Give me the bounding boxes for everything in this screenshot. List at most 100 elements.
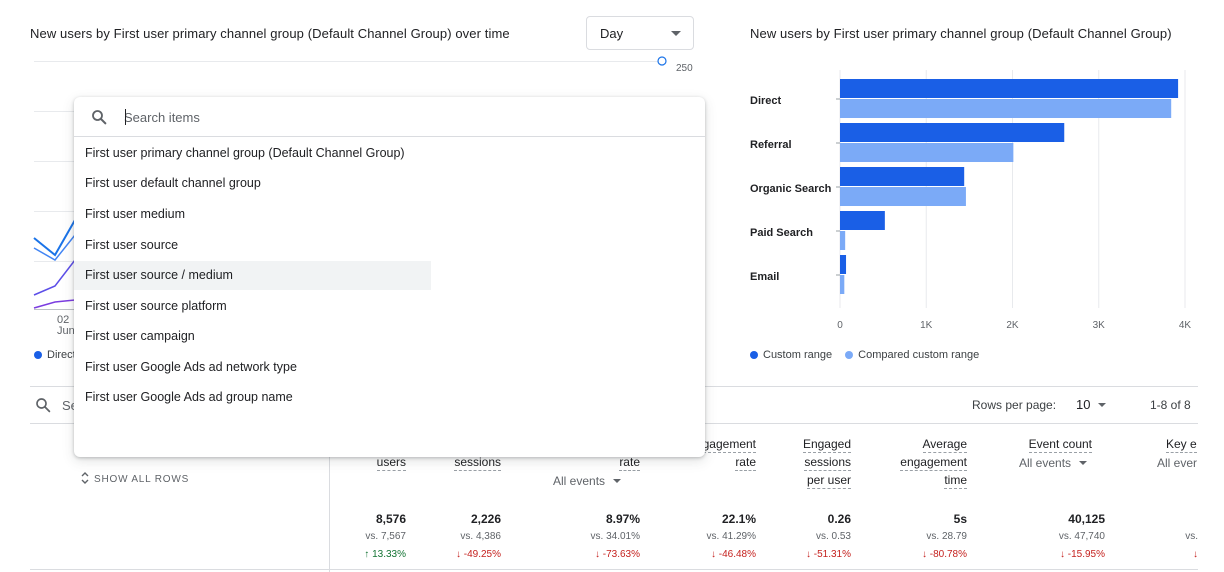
category-label: Referral: [750, 139, 792, 151]
dropdown-option[interactable]: First user campaign: [85, 329, 195, 343]
hover-point: [657, 56, 667, 66]
header-text: per user: [806, 473, 851, 489]
x-tick-label: 0: [837, 320, 843, 331]
bar: [840, 79, 1179, 98]
bar: [840, 143, 1014, 162]
dropdown-option[interactable]: First user primary channel group (Defaul…: [85, 146, 405, 160]
dimension-dropdown: First user primary channel group (Defaul…: [74, 97, 705, 457]
dropdown-option[interactable]: First user default channel group: [85, 176, 261, 190]
comparison-value: vs. 4,386: [460, 531, 501, 542]
chevron-down-icon: [671, 31, 681, 36]
series-line-3: [33, 259, 76, 296]
metric-total: 8,576: [375, 512, 406, 526]
comparison-value: vs. 34.01%: [590, 531, 640, 542]
dropdown-option[interactable]: First user source platform: [85, 299, 227, 313]
column-divider: [329, 424, 330, 572]
metric-total: 0.26: [827, 512, 851, 526]
show-all-rows-button[interactable]: SHOW ALL ROWS: [80, 471, 189, 485]
change-percent: ↓ -51.31%: [805, 549, 851, 560]
x-tick-day: 02: [57, 314, 70, 326]
comparison-value: vs. 0.53: [815, 531, 851, 542]
metric-total: 5s: [953, 512, 967, 526]
metric-total: 8.97%: [605, 512, 640, 526]
legend-label: Custom range: [763, 349, 833, 361]
period-select-value: Day: [600, 26, 624, 41]
bar: [840, 211, 885, 230]
key-events-select[interactable]: All ever: [1157, 456, 1198, 470]
col-header-engagement-rate[interactable]: gagement rate: [676, 435, 756, 471]
rows-per-page-label: Rows per page:: [972, 398, 1057, 412]
category-label: Direct: [750, 95, 782, 107]
legend-custom-range[interactable]: Custom range: [750, 349, 832, 361]
rate-event-select[interactable]: All events: [553, 474, 622, 488]
metric-total: 40,125: [1068, 512, 1105, 526]
col-header-event-count[interactable]: Event count: [1005, 435, 1092, 453]
dropdown-option[interactable]: First user source: [85, 238, 179, 252]
comparison-value: vs. 7,567: [365, 531, 406, 542]
col-header-avg-engagement-time[interactable]: Average engagement time: [880, 435, 967, 489]
bar: [840, 99, 1172, 118]
bar-chart-title: New users by First user primary channel …: [750, 26, 1172, 41]
chevron-down-icon: [1079, 461, 1088, 465]
show-all-rows-label: SHOW ALL ROWS: [94, 474, 190, 485]
change-percent: ↓ -73.63%: [594, 549, 640, 560]
period-select[interactable]: Day: [586, 16, 694, 50]
line-chart-title: New users by First user primary channel …: [30, 26, 510, 41]
series-line-direct: [33, 219, 76, 257]
dropdown-option[interactable]: First user Google Ads ad group name: [85, 390, 293, 404]
bar: [840, 275, 845, 294]
line-legend[interactable]: Direct: [34, 349, 76, 361]
series-line-2: [33, 234, 76, 261]
rows-per-page-value: 10: [1076, 397, 1091, 412]
change-percent: ↑ 13.33%: [364, 549, 406, 560]
text-cursor: [125, 109, 126, 125]
legend-label: Direct: [47, 349, 76, 361]
legend-dot-icon: [34, 351, 42, 359]
metric-total: 22.1%: [721, 512, 756, 526]
comparison-value: vs. 41.29%: [706, 531, 756, 542]
select-value: All events: [1019, 456, 1072, 470]
header-text: engagement: [900, 455, 967, 471]
series-line-4: [33, 299, 76, 309]
dropdown-option[interactable]: First user source / medium: [74, 261, 431, 290]
search-icon: [92, 110, 107, 125]
change-percent: ↓: [1193, 549, 1198, 560]
table-search-input[interactable]: Se: [62, 398, 78, 413]
chevron-down-icon: [1098, 403, 1107, 407]
col-header-key-events[interactable]: Key e: [1150, 435, 1210, 453]
x-tick-label: 1K: [920, 320, 933, 331]
header-text: time: [944, 473, 967, 489]
bar-legend: Custom range Compared custom range: [750, 349, 979, 361]
dropdown-option[interactable]: First user Google Ads ad network type: [85, 360, 297, 374]
divider: [30, 569, 1198, 570]
header-text: sessions: [804, 455, 851, 471]
category-label: Email: [750, 271, 779, 283]
chevron-down-icon: [613, 479, 622, 483]
comparison-value: vs. 47,740: [1058, 531, 1105, 542]
header-text: Average: [922, 437, 967, 453]
dropdown-option[interactable]: First user medium: [85, 207, 186, 221]
event-count-select[interactable]: All events: [1019, 456, 1088, 470]
bar-chart: 0 1K 2K 3K 4K Direct Referral Organic Search Pai…: [750, 70, 1191, 331]
bar: [840, 123, 1065, 142]
col-header-rate[interactable]: rate: [560, 453, 640, 471]
search-icon[interactable]: [34, 396, 52, 414]
header-text: Key e: [1166, 437, 1197, 453]
col-header-engaged-sessions[interactable]: Engaged sessions per user: [770, 435, 851, 489]
y-tick: 250: [676, 63, 693, 74]
col-header-new-users[interactable]: users: [340, 453, 406, 471]
x-tick-label: 2K: [1006, 320, 1019, 331]
col-header-sessions[interactable]: sessions: [420, 453, 501, 471]
comparison-value: vs. 28.79: [926, 531, 967, 542]
comparison-value: vs.: [1185, 531, 1198, 542]
legend-compared-range[interactable]: Compared custom range: [845, 349, 979, 361]
rows-per-page-select[interactable]: 10: [1076, 397, 1107, 412]
category-label: Organic Search: [750, 183, 832, 195]
legend-dot-icon: [750, 351, 758, 359]
dropdown-search-input[interactable]: [124, 106, 684, 128]
legend-label: Compared custom range: [858, 349, 980, 361]
select-value: All events: [553, 474, 606, 488]
bar: [840, 187, 966, 206]
legend-dot-icon: [845, 351, 854, 359]
bar: [840, 167, 965, 186]
